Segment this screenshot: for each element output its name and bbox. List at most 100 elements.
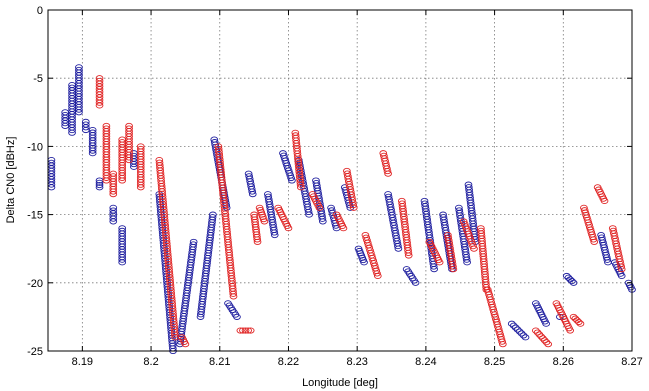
series-1 [95, 75, 626, 348]
x-tick-label: 8.19 [72, 356, 93, 368]
grid-lines [48, 10, 632, 351]
plot-background [48, 10, 632, 351]
data-point [189, 238, 198, 245]
data-point [68, 127, 76, 134]
data-point [181, 341, 190, 348]
data-point [208, 214, 217, 221]
data-point [189, 241, 198, 248]
data-point [360, 259, 368, 266]
data-point [253, 238, 262, 245]
data-point [88, 150, 97, 157]
data-point [233, 313, 241, 320]
data-point [88, 147, 97, 154]
data-point [569, 279, 578, 286]
data-point [411, 279, 420, 286]
data-point [296, 181, 305, 188]
x-tick-label: 8.27 [621, 356, 642, 368]
plot-frame [47, 9, 633, 352]
data-point [449, 266, 458, 273]
x-tick-label: 8.25 [484, 356, 505, 368]
data-point [513, 326, 522, 333]
data-point [270, 229, 279, 236]
data-point [566, 327, 575, 334]
data-point [617, 272, 626, 280]
data-point [511, 324, 520, 331]
data-point [509, 322, 518, 329]
data-point [260, 218, 269, 225]
data-point [449, 263, 457, 270]
data-point [270, 232, 279, 239]
data-point [574, 318, 583, 326]
data-point [125, 156, 133, 164]
data-point [318, 218, 327, 225]
y-tick-label: -5 [33, 73, 43, 85]
data-point [315, 204, 324, 211]
x-tick-label: 8.22 [278, 356, 299, 368]
x-tick-label: 8.23 [346, 356, 367, 368]
data-point [95, 184, 104, 191]
data-point [239, 327, 247, 334]
y-tick-label: -10 [27, 141, 43, 153]
y-axis-label: Delta CN0 [dBHz] [5, 137, 17, 224]
data-point [246, 327, 255, 334]
data-point [463, 259, 471, 266]
data-point [305, 211, 313, 218]
data-point [383, 168, 392, 175]
data-point [318, 215, 327, 222]
data-point [241, 327, 250, 334]
data-point [515, 328, 524, 335]
data-point [136, 184, 145, 191]
y-tick-label: -15 [27, 210, 43, 222]
data-point [284, 225, 293, 232]
data-point [118, 256, 127, 263]
data-point [171, 331, 179, 338]
data-point [349, 202, 358, 209]
data-point [95, 102, 104, 109]
data-point [304, 208, 313, 216]
data-point [404, 249, 413, 256]
x-axis-label: Longitude [deg] [302, 377, 378, 389]
data-point [544, 341, 553, 348]
axis-ticks: 8.19 8.2 8.21 8.22 8.23 8.24 8.25 8.26 8.27 0 -5 -1… [27, 5, 643, 368]
data-point [118, 174, 127, 181]
data-point [109, 188, 118, 195]
data-points [47, 64, 636, 355]
data-point [253, 236, 262, 243]
data-point [296, 184, 305, 191]
data-point [209, 211, 217, 218]
data-point [339, 225, 348, 232]
data-point [373, 272, 382, 280]
data-point [109, 191, 118, 198]
data-point [519, 332, 528, 339]
data-point [507, 320, 516, 327]
y-tick-label: 0 [37, 5, 43, 17]
data-point [75, 109, 83, 116]
data-point [517, 330, 526, 337]
data-point [95, 181, 104, 189]
x-tick-label: 8.26 [553, 356, 574, 368]
data-point [68, 129, 76, 136]
data-point [236, 327, 245, 334]
data-point [109, 215, 118, 222]
x-tick-label: 8.2 [143, 356, 158, 368]
x-tick-label: 8.21 [209, 356, 230, 368]
data-point [498, 341, 507, 348]
data-point [576, 320, 585, 327]
data-point [394, 243, 402, 250]
data-point [136, 181, 145, 188]
data-point [498, 338, 507, 345]
data-point [521, 334, 530, 341]
data-point [75, 106, 83, 113]
data-point [95, 99, 104, 106]
data-point [349, 204, 358, 211]
data-point [617, 266, 626, 273]
data-point [109, 218, 118, 225]
data-point [229, 290, 238, 297]
data-point [125, 154, 133, 161]
data-point [229, 293, 238, 300]
data-point [373, 270, 381, 277]
data-point [435, 259, 444, 266]
data-point [394, 245, 403, 252]
y-tick-label: -20 [27, 278, 43, 290]
data-point [430, 266, 438, 273]
